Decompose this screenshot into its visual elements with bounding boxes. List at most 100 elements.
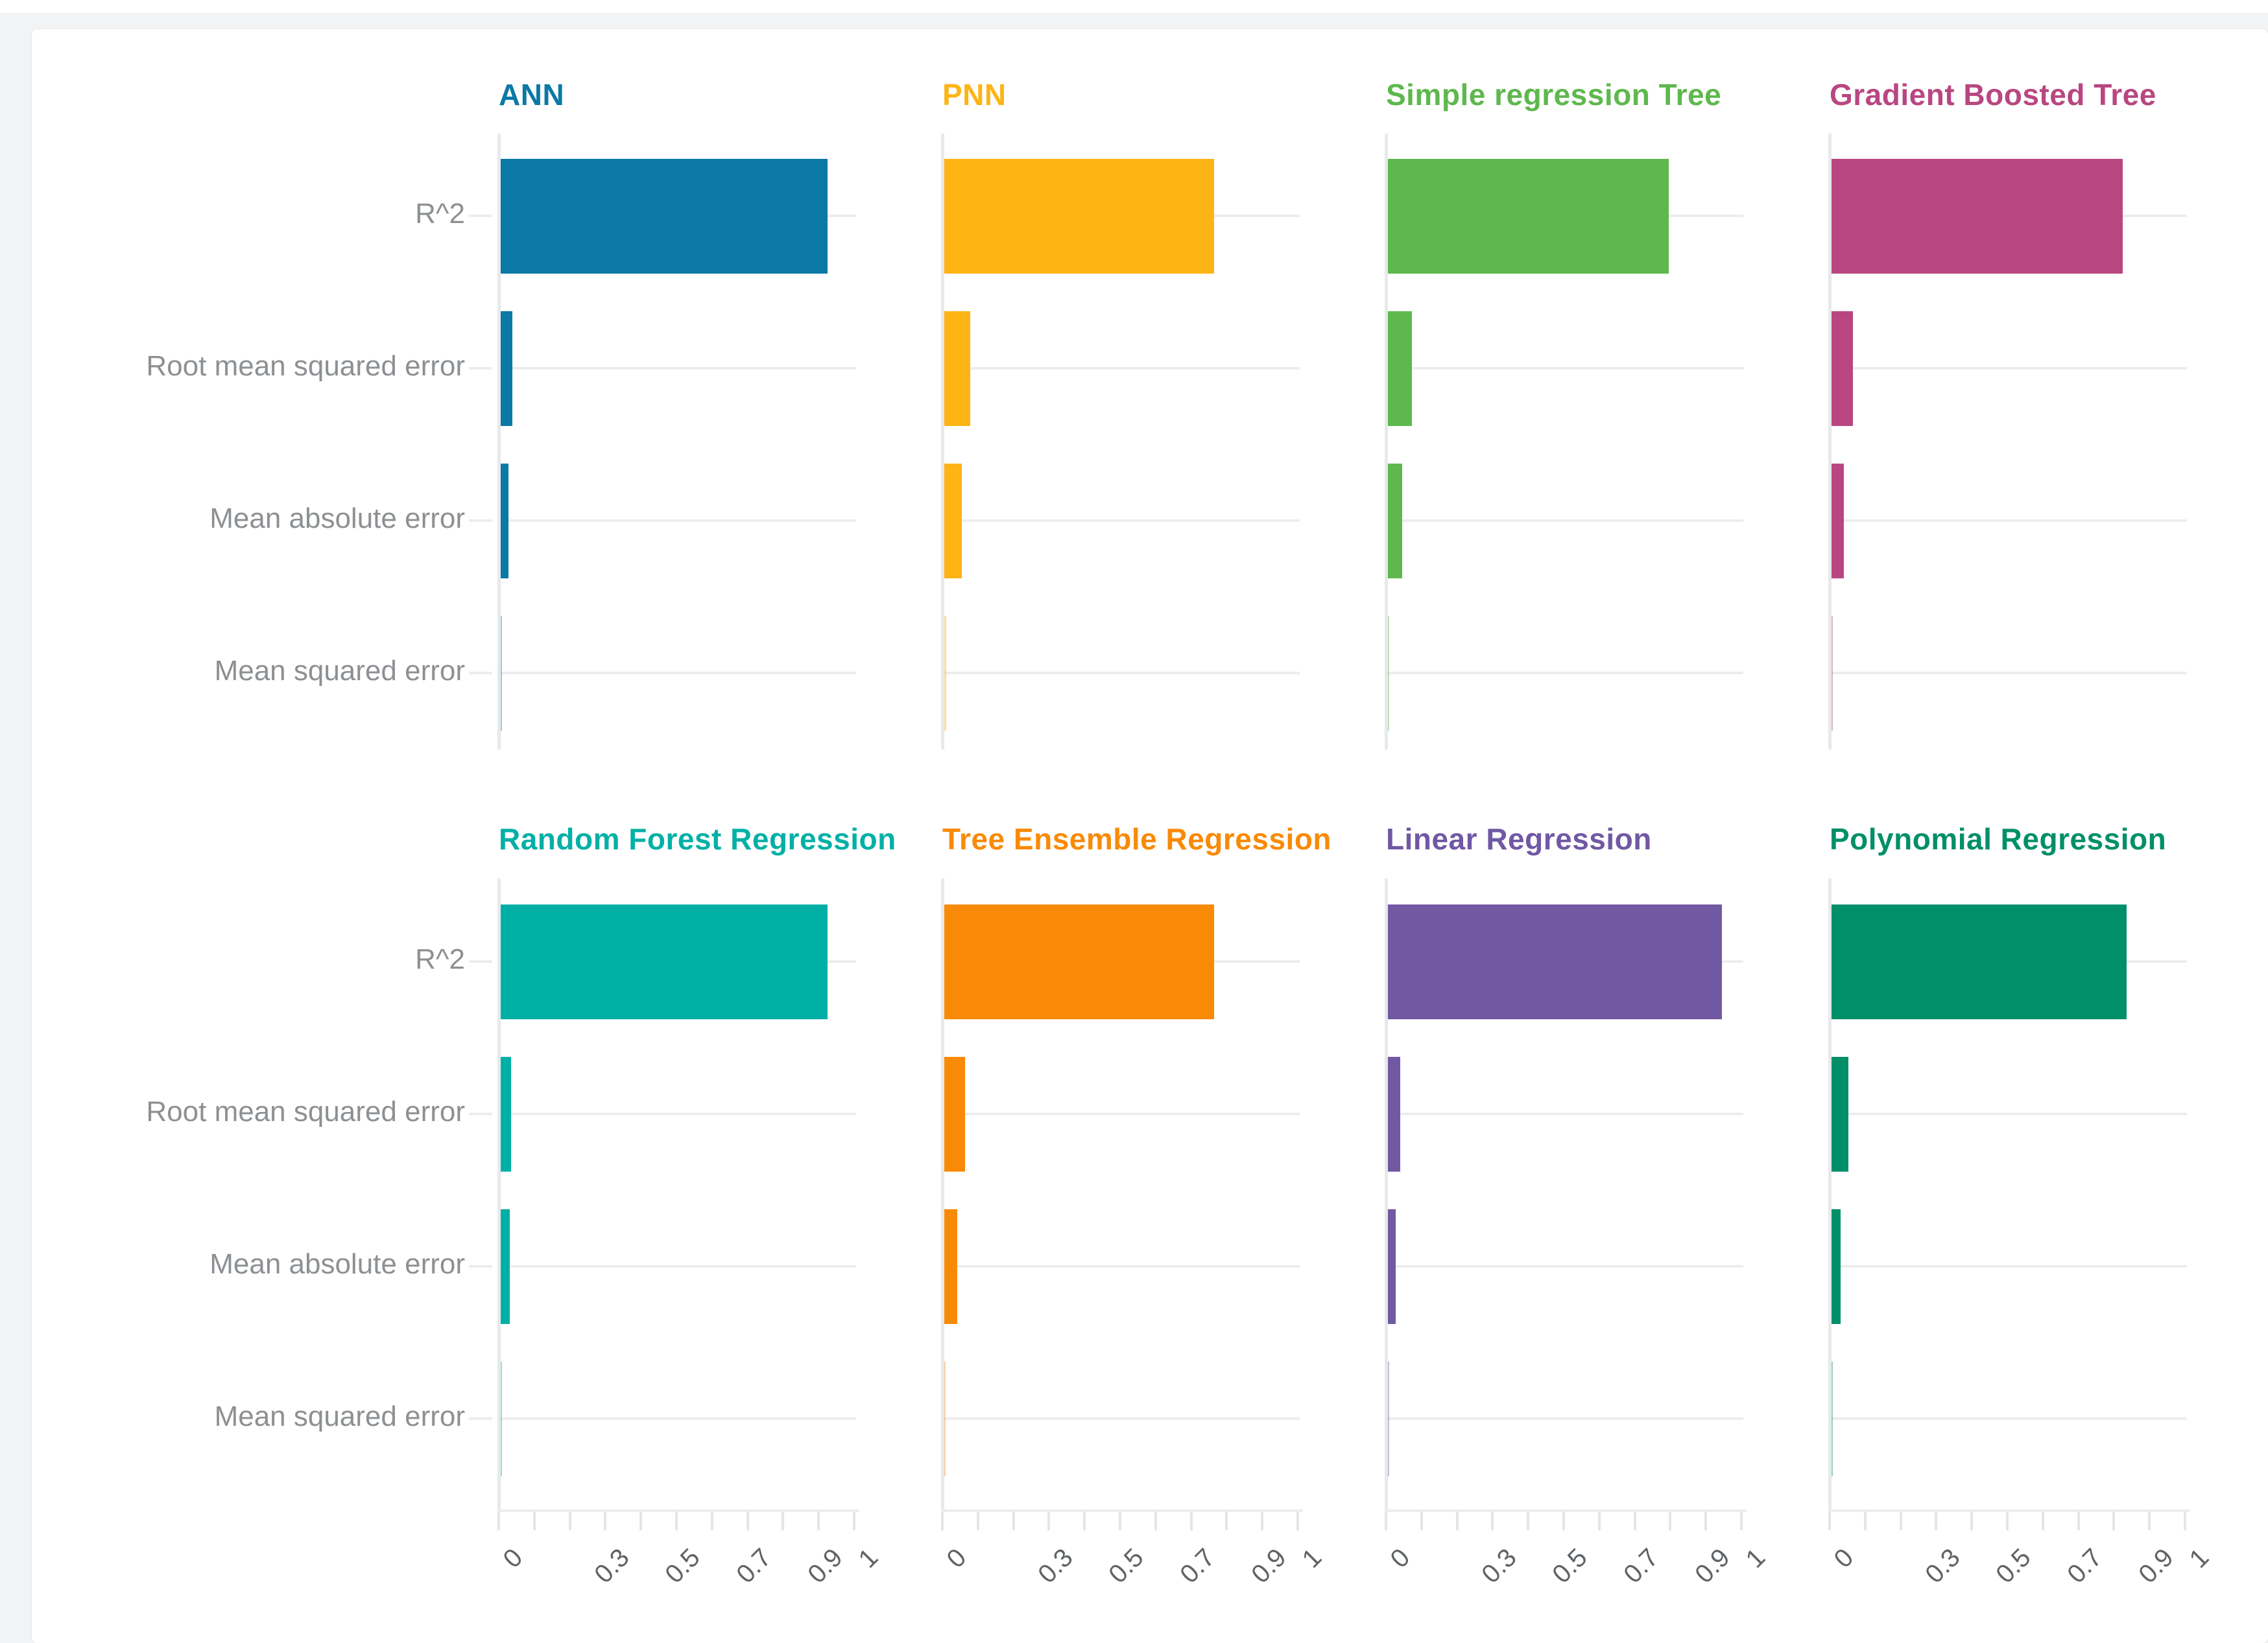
x-tick [1047,1512,1051,1530]
category-label: Mean absolute error [209,1248,465,1280]
bar [1388,311,1412,426]
x-tick [2112,1512,2116,1530]
bar [1832,1361,1833,1476]
x-tick-label: 0 [497,1543,529,1574]
bar [501,463,508,578]
x-tick [1899,1512,1902,1530]
category-label: Root mean squared error [146,350,465,382]
x-tick [1385,1512,1387,1530]
panel-title: Linear Regression [1386,822,1652,856]
gridline [1832,672,2187,674]
x-tick [1669,1512,1672,1530]
x-tick [1225,1512,1228,1530]
y-axis-line [1385,134,1388,750]
x-tick [1935,1512,1938,1530]
x-tick-label: 1 [2184,1543,2215,1574]
x-tick [1455,1512,1459,1530]
x-tick [1491,1512,1494,1530]
chart-card: R^2 Root mean squared error Mean absolute … [31,29,2268,1643]
x-tick [1863,1512,1867,1530]
gridline [1388,1113,1743,1115]
bar [944,1056,965,1172]
panel-title: Simple regression Tree [1386,78,1722,112]
gridline [1388,1265,1743,1268]
x-tick [1633,1512,1636,1530]
x-tick-label: 1 [1296,1543,1328,1574]
bar [501,1056,511,1172]
x-tick-label: 0.5 [1990,1543,2037,1589]
x-tick-label: 0.9 [1689,1543,1736,1589]
gridline [944,1113,1300,1115]
x-tick-label: 0 [1828,1543,1859,1574]
y-axis-line [497,879,501,1509]
x-tick-label: 1 [853,1543,884,1574]
x-tick [1154,1512,1157,1530]
bar [1832,1209,1841,1324]
x-tick-label: 0.5 [1103,1543,1150,1589]
x-tick-label: 0.7 [731,1543,777,1589]
bar [1832,158,2123,274]
category-tick-stub [469,519,492,522]
category-tick-stub [469,672,492,674]
gridline [501,1265,856,1268]
x-tick [1704,1512,1708,1530]
x-tick [976,1512,979,1530]
gridline [501,1113,856,1115]
panel-title: Gradient Boosted Tree [1830,78,2156,112]
category-label: Root mean squared error [146,1096,465,1128]
x-tick-label: 0.9 [802,1543,848,1589]
panel-title: Random Forest Regression [499,822,896,856]
x-tick [1420,1512,1423,1530]
gridline [501,519,856,522]
x-tick [1189,1512,1193,1530]
bar [944,463,962,578]
bar [1388,904,1722,1019]
x-tick [1083,1512,1086,1530]
x-tick [941,1512,944,1530]
gridline [944,367,1300,370]
category-tick-stub [469,215,492,217]
x-tick-label: 0.3 [1920,1543,1966,1589]
bar [501,158,828,274]
bar [501,311,512,426]
category-tick-stub [469,960,492,963]
gridline [501,367,856,370]
gridline [501,672,856,674]
y-axis-line [941,879,944,1509]
panel-title: PNN [942,78,1007,112]
bar [501,1361,502,1476]
x-tick [1597,1512,1601,1530]
bar [944,311,970,426]
bar [1832,904,2127,1019]
x-tick [1296,1512,1299,1530]
x-tick [2148,1512,2151,1530]
bar [944,615,946,731]
y-axis-line [941,134,944,750]
category-tick-stub [469,1265,492,1268]
x-tick-label: 0.9 [2132,1543,2179,1589]
x-tick [639,1512,643,1530]
category-label: R^2 [415,198,465,230]
category-label: R^2 [415,943,465,975]
x-tick [710,1512,713,1530]
gridline [944,519,1300,522]
x-tick [568,1512,571,1530]
y-axis-line [1385,879,1388,1509]
gridline [1832,1113,2187,1115]
x-axis-line [1385,1509,1747,1512]
gridline [944,672,1300,674]
bar [1832,615,1833,731]
x-tick [817,1512,820,1530]
x-tick [782,1512,785,1530]
x-tick-label: 0.5 [660,1543,706,1589]
bar [944,904,1214,1019]
x-tick [675,1512,678,1530]
category-tick-stub [469,1417,492,1420]
gridline [1832,519,2187,522]
x-tick [1562,1512,1565,1530]
gridline [1388,1417,1743,1420]
x-tick [2006,1512,2009,1530]
bar [501,1209,510,1324]
x-tick [1012,1512,1015,1530]
